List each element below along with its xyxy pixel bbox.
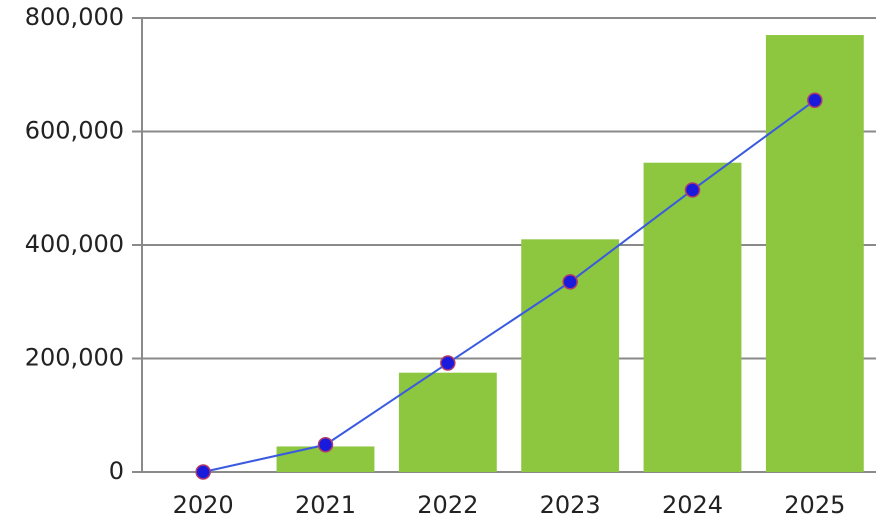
x-tick-label: 2020 [173, 491, 234, 519]
point [195, 464, 211, 480]
point [807, 92, 823, 109]
y-tick-label: 0 [109, 457, 124, 485]
y-tick-label: 800,000 [25, 3, 124, 31]
x-tick-label: 2023 [540, 491, 601, 519]
x-tick-label: 2021 [295, 491, 356, 519]
y-tick-label: 400,000 [25, 230, 124, 258]
line [202, 99, 816, 473]
bar [643, 162, 742, 472]
point [562, 274, 578, 290]
y-tick-label: 200,000 [25, 344, 124, 372]
bar [398, 372, 497, 472]
x-tick-label: 2022 [417, 491, 478, 519]
x-tick-label: 2025 [784, 491, 845, 519]
y-tick-label: 600,000 [25, 117, 124, 145]
x-tick-label: 2024 [662, 491, 723, 519]
point [317, 437, 334, 453]
point [684, 182, 701, 198]
point [440, 355, 456, 371]
